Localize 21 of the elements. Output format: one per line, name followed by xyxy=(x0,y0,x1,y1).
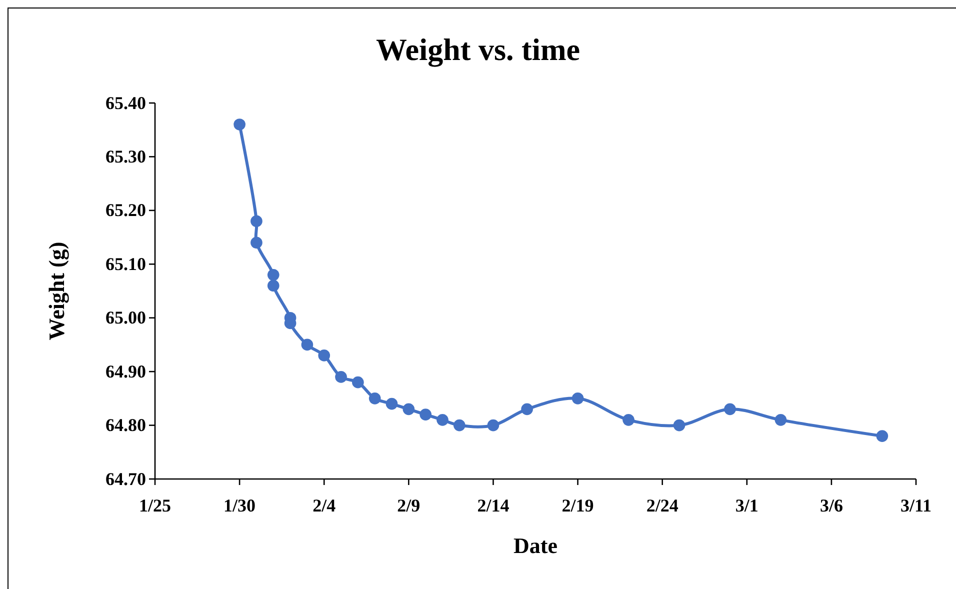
x-tick-label: 2/4 xyxy=(312,495,336,516)
x-tick-label: 2/24 xyxy=(646,495,678,516)
x-tick-label: 2/19 xyxy=(562,495,594,516)
x-tick-label: 3/6 xyxy=(820,495,843,516)
y-axis-title: Weight (g) xyxy=(44,242,69,340)
y-tick-label: 64.70 xyxy=(106,468,146,489)
x-axis-title: Date xyxy=(514,533,558,558)
y-tick-label: 65.00 xyxy=(106,308,146,328)
x-tick-label: 3/1 xyxy=(735,495,758,516)
y-tick-label: 64.80 xyxy=(106,415,146,436)
x-tick-label: 1/25 xyxy=(138,495,172,516)
x-tick-label: 1/30 xyxy=(224,495,256,516)
y-tick-label: 64.90 xyxy=(106,361,146,382)
x-tick-label: 2/9 xyxy=(397,495,420,516)
x-tick-label: 3/11 xyxy=(900,495,932,516)
y-tick-label: 65.20 xyxy=(106,200,146,220)
y-tick-label: 65.40 xyxy=(106,92,146,113)
chart-title: Weight vs. time xyxy=(376,32,580,67)
x-tick-label: 2/14 xyxy=(477,495,510,516)
y-tick-label: 65.30 xyxy=(106,146,146,166)
y-tick-label: 65.10 xyxy=(106,254,146,274)
